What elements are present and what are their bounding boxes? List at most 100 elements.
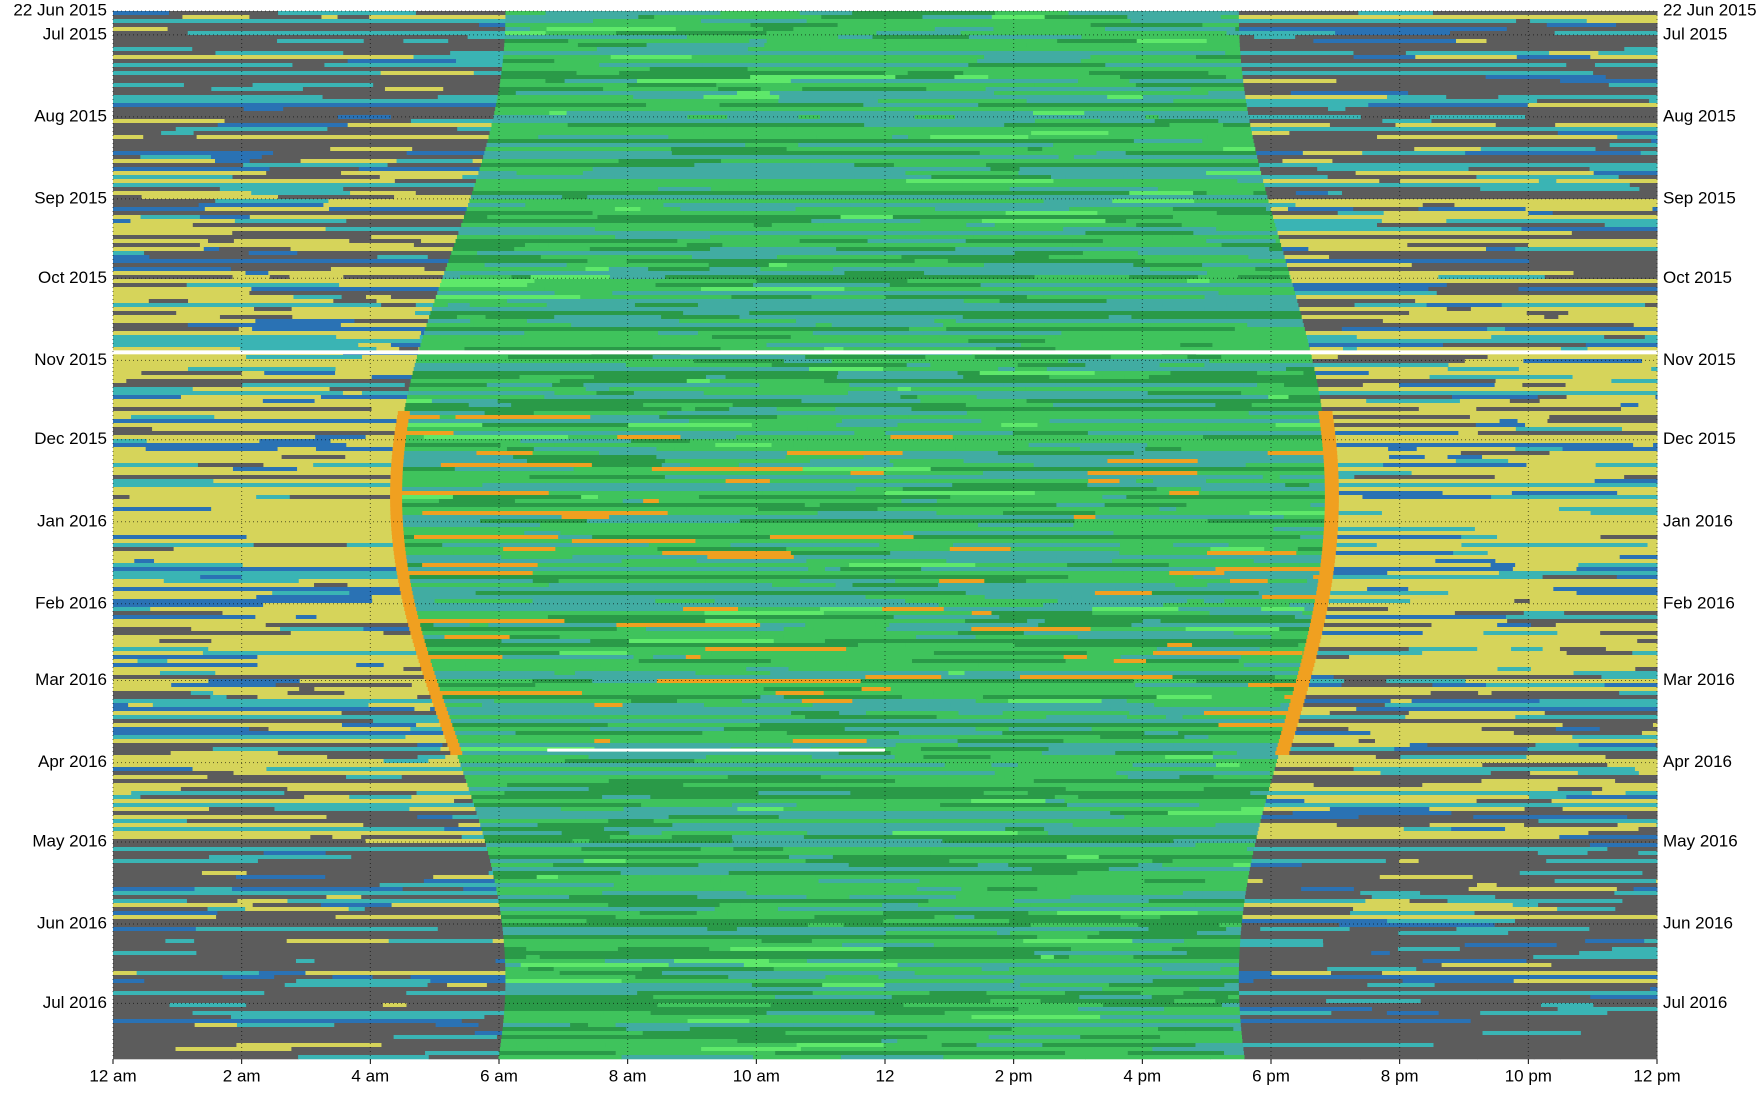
heat-cell [683, 783, 837, 787]
heat-cell [914, 587, 993, 591]
heat-cell [1066, 659, 1115, 663]
heat-cell [638, 851, 785, 855]
heat-cell [939, 603, 1044, 607]
heat-cell [533, 571, 628, 575]
heat-cell [187, 531, 289, 535]
heat-cell [1277, 955, 1347, 959]
heat-cell [908, 135, 931, 139]
heat-cell [424, 783, 468, 787]
heat-cell [675, 447, 808, 451]
heat-cell [113, 39, 137, 43]
heat-cell [1050, 419, 1144, 423]
heat-cell [217, 911, 237, 915]
heat-cell [1579, 951, 1657, 955]
heat-cell [1318, 383, 1364, 387]
heat-cell [449, 663, 466, 667]
heat-cell [113, 591, 202, 595]
heat-cell [904, 767, 1052, 771]
heat-cell [475, 819, 479, 823]
heat-cell [607, 543, 649, 547]
heat-cell [1609, 659, 1658, 663]
heat-cell [981, 419, 1050, 423]
heat-cell [1219, 799, 1267, 803]
heat-cell [1005, 775, 1045, 779]
heat-cell [788, 599, 906, 603]
heat-cell [1142, 107, 1247, 111]
heat-cell [213, 691, 288, 695]
heat-cell [819, 879, 920, 883]
heat-cell [178, 611, 223, 615]
heat-cell [706, 643, 858, 647]
heat-cell [1207, 271, 1232, 275]
heat-cell [800, 239, 868, 243]
heat-cell [1573, 271, 1657, 275]
heat-cell [1576, 523, 1603, 527]
heat-cell [972, 267, 1086, 271]
heat-cell [736, 171, 891, 175]
heat-cell [770, 671, 899, 675]
heat-cell [862, 787, 888, 791]
heat-cell [113, 231, 233, 235]
heat-cell [1285, 483, 1309, 487]
heat-cell [1060, 783, 1198, 787]
heat-cell [610, 599, 655, 603]
heat-cell [734, 755, 798, 759]
heat-cell [1454, 615, 1481, 619]
heat-cell [761, 87, 803, 91]
heat-cell [129, 495, 256, 499]
heat-cell [749, 39, 767, 43]
heat-cell [1072, 243, 1112, 247]
heat-cell [113, 491, 175, 495]
heat-cell [930, 363, 1018, 367]
heat-cell [1514, 731, 1643, 735]
heat-cell [1071, 947, 1103, 951]
heat-cell [810, 163, 854, 167]
heat-cell [406, 587, 497, 591]
heat-cell [1317, 703, 1386, 707]
heat-cell [813, 703, 929, 707]
heat-cell [367, 891, 487, 895]
heat-cell [1012, 527, 1129, 531]
heat-cell [940, 335, 1057, 339]
heat-cell [113, 847, 126, 851]
heat-cell [358, 743, 418, 747]
heat-cell [446, 787, 469, 791]
heat-cell [553, 67, 650, 71]
heat-cell [288, 531, 396, 535]
heat-cell [1286, 587, 1321, 591]
heat-cell [894, 615, 1000, 619]
heat-cell [1028, 911, 1057, 915]
heat-cell [220, 111, 323, 115]
heat-cell [208, 679, 300, 683]
heat-cell [190, 547, 316, 551]
heat-cell [1636, 663, 1658, 667]
heat-cell [1053, 343, 1180, 347]
dawn-band [442, 727, 454, 731]
heat-cell [538, 135, 669, 139]
heat-cell [1543, 647, 1561, 651]
heat-cell [113, 123, 218, 127]
heat-cell [1240, 87, 1245, 91]
heat-cell [496, 103, 647, 107]
heat-cell [1167, 759, 1277, 763]
heat-cell [1046, 715, 1127, 719]
heat-cell [1068, 359, 1210, 363]
heat-cell [446, 447, 507, 451]
heat-cell [737, 91, 770, 95]
heat-cell [1604, 555, 1620, 559]
heat-cell [1280, 639, 1311, 643]
heat-cell [347, 543, 400, 547]
heat-cell [309, 719, 339, 723]
heat-cell [818, 819, 904, 823]
heat-cell [963, 71, 1089, 75]
heat-cell [1113, 615, 1252, 619]
heat-cell [676, 27, 764, 31]
heat-cell [155, 655, 177, 659]
heat-cell [1323, 939, 1461, 943]
heat-cell [1628, 811, 1657, 815]
dusk-band [1276, 747, 1290, 751]
heat-cell [364, 863, 465, 867]
heat-cell [1230, 579, 1268, 583]
heat-cell [1377, 135, 1483, 139]
heat-cell [808, 679, 861, 683]
